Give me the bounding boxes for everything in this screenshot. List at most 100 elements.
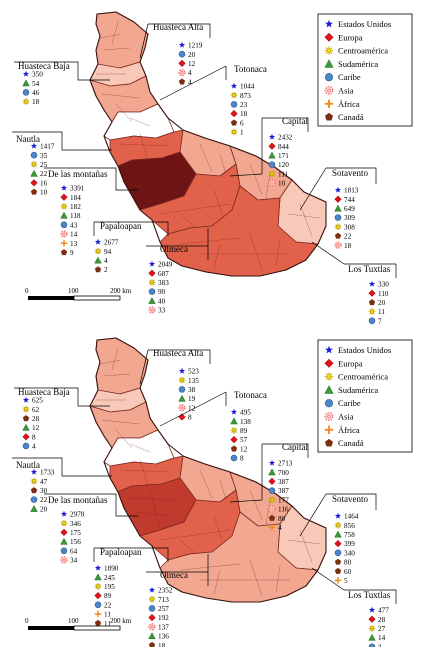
pentagon-icon [230, 445, 238, 452]
diamond-icon [60, 193, 68, 201]
sun-icon [178, 376, 186, 384]
legend-item: África [324, 425, 360, 435]
municipal-boundaries [96, 347, 321, 597]
legend-label: África [338, 425, 360, 435]
region-value: 2713 [278, 460, 293, 468]
cross-icon [324, 99, 334, 108]
region-value: 11 [104, 611, 111, 619]
triangle-icon [94, 256, 102, 264]
legend-item: Estados Unidos [325, 19, 391, 29]
region-value: 4 [278, 524, 282, 532]
triangle-icon [268, 151, 276, 159]
diamond-icon [334, 195, 342, 203]
star-icon [22, 70, 30, 77]
region-name: Nautla [16, 134, 40, 144]
flower-icon [324, 86, 334, 95]
sun-icon [60, 519, 68, 527]
legend-label: Canadá [338, 438, 364, 448]
region-value: 175 [70, 529, 81, 537]
circle-icon [324, 73, 334, 82]
region-name: De las montañas [48, 169, 108, 179]
region-value: 1219 [188, 42, 203, 50]
region-value: 182 [70, 203, 81, 211]
flower-icon [334, 241, 342, 249]
pentagon-icon [22, 415, 30, 422]
region-value: 25 [40, 161, 48, 169]
pentagon-icon [30, 487, 38, 494]
region-value: 13 [70, 240, 78, 248]
flower-icon [148, 623, 156, 631]
region-value: 1813 [344, 187, 359, 195]
leader-line [93, 221, 169, 236]
region-value: 18 [240, 110, 248, 118]
sun-icon [94, 583, 102, 590]
legend-item: Asia [324, 412, 354, 422]
pentagon-icon [94, 619, 102, 626]
leader-line [44, 493, 138, 517]
sun-icon [94, 247, 102, 255]
triangle-icon [148, 296, 156, 304]
region-value: 1890 [104, 565, 119, 573]
region-value: 38 [188, 386, 196, 394]
scale-label: 200 km [110, 617, 132, 625]
legend-label: Asia [338, 86, 354, 96]
region-value: 713 [158, 596, 169, 604]
sun-icon [324, 46, 334, 55]
region-value: 245 [104, 574, 115, 582]
circle-icon [268, 161, 276, 168]
region-value: 80 [278, 515, 286, 523]
star-icon [268, 133, 276, 140]
region-name: Capital [282, 116, 308, 126]
region-value: 4 [104, 257, 108, 265]
region-value: 156 [70, 538, 81, 546]
star-icon [94, 238, 102, 245]
region-value: 856 [344, 522, 355, 530]
diamond-icon [94, 591, 102, 600]
star-icon [334, 186, 342, 193]
flower-icon [60, 230, 68, 238]
region-name: Olmeca [160, 570, 188, 580]
region-value: 177 [278, 496, 289, 504]
circle-icon [148, 288, 156, 295]
star-icon [325, 345, 333, 354]
triangle-icon [324, 59, 334, 68]
region-name: Huasteca Baja [18, 387, 70, 397]
leader-line [229, 443, 309, 503]
region-value: 8 [32, 433, 36, 441]
circle-icon [30, 151, 38, 159]
region-name: Sotavento [332, 168, 368, 178]
region-value: 80 [344, 559, 352, 567]
region-value: 1733 [40, 469, 55, 477]
region-value: 20 [378, 299, 386, 307]
diamond-icon [268, 142, 276, 150]
star-icon [368, 606, 376, 613]
star-icon [60, 510, 68, 517]
sun-icon [148, 279, 156, 286]
region-value: 649 [344, 205, 355, 213]
star-icon [22, 396, 30, 403]
sun-icon [230, 91, 238, 99]
region-value: 18 [32, 98, 40, 106]
diamond-icon [148, 269, 156, 277]
region-value: 28 [378, 616, 386, 624]
scale-label: 0 [25, 617, 29, 625]
region-value: 89 [240, 427, 248, 435]
sun-icon [368, 308, 376, 315]
sun-icon [30, 161, 38, 168]
sun-icon [268, 170, 276, 178]
region-value: 12 [188, 404, 196, 412]
region-value: 387 [278, 478, 289, 486]
diamond-icon [30, 179, 38, 187]
circle-icon [230, 454, 238, 462]
sun-icon [230, 128, 238, 136]
